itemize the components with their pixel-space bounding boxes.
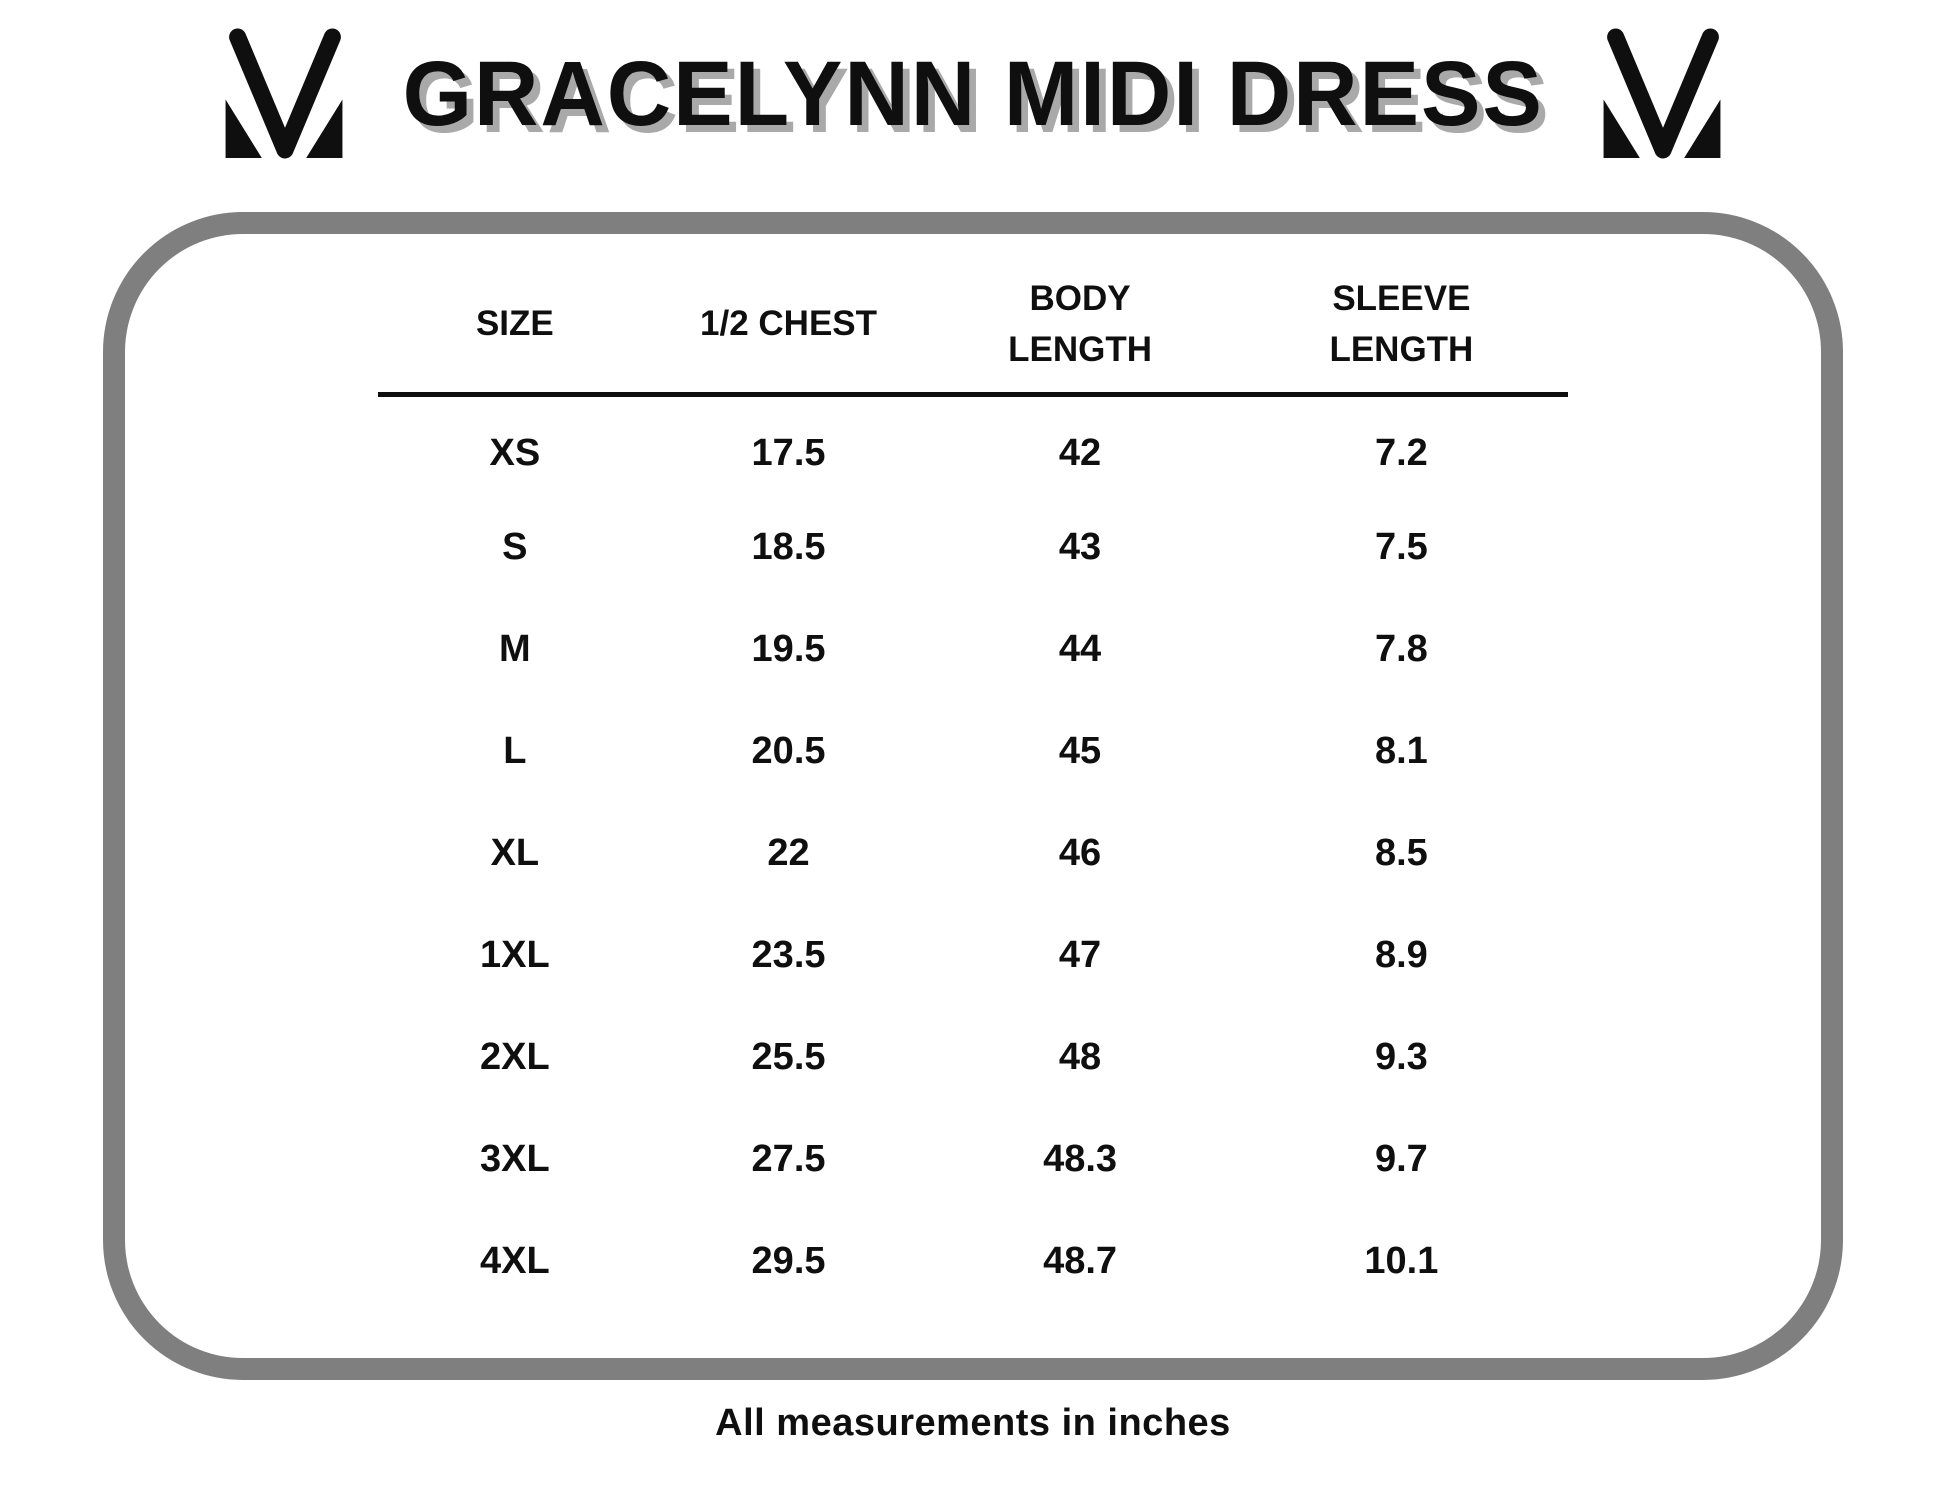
half-chest-cell: 19.5 bbox=[751, 627, 826, 670]
column-header-half-chest: 1/2 CHEST bbox=[651, 264, 926, 397]
footer-note: All measurements in inches bbox=[715, 1402, 1231, 1444]
body-length-cell: 47 bbox=[1058, 933, 1102, 976]
size-table: SIZE 1/2 CHEST BODY LENGTH SLEEVE LENGTH… bbox=[378, 264, 1568, 1312]
sleeve-length-cell: 9.7 bbox=[1374, 1137, 1428, 1180]
page-header: GRACELYNN MIDI DRESS bbox=[0, 22, 1946, 167]
size-cell: XL bbox=[490, 831, 540, 874]
body-length-cell: 45 bbox=[1058, 729, 1102, 772]
mv-logo-right-icon bbox=[1603, 28, 1721, 158]
size-chart-frame: SIZE 1/2 CHEST BODY LENGTH SLEEVE LENGTH… bbox=[103, 212, 1843, 1380]
size-table-body: XS 17.5 42 7.2 S 18.5 43 7.5 M 19.5 44 7… bbox=[378, 394, 1568, 1312]
body-length-cell: 46 bbox=[1058, 831, 1102, 874]
sleeve-length-cell: 9.3 bbox=[1374, 1035, 1428, 1078]
table-row: 4XL 29.5 48.7 10.1 bbox=[378, 1210, 1568, 1312]
size-chart-page: { "title": "GRACELYNN MIDI DRESS", "logo… bbox=[0, 22, 1946, 1503]
sleeve-length-cell: 10.1 bbox=[1364, 1239, 1439, 1282]
sleeve-length-cell: 8.9 bbox=[1374, 933, 1428, 976]
body-length-cell: 48.3 bbox=[1043, 1137, 1118, 1180]
table-row: S 18.5 43 7.5 bbox=[378, 496, 1568, 598]
body-length-cell: 43 bbox=[1058, 525, 1102, 568]
size-table-header: SIZE 1/2 CHEST BODY LENGTH SLEEVE LENGTH bbox=[378, 264, 1568, 397]
half-chest-cell: 29.5 bbox=[751, 1239, 826, 1282]
table-row: M 19.5 44 7.8 bbox=[378, 598, 1568, 700]
table-row: 1XL 23.5 47 8.9 bbox=[378, 904, 1568, 1006]
body-length-cell: 48 bbox=[1058, 1035, 1102, 1078]
half-chest-cell: 17.5 bbox=[751, 431, 826, 474]
table-row: L 20.5 45 8.1 bbox=[378, 700, 1568, 802]
half-chest-cell: 20.5 bbox=[751, 729, 826, 772]
column-header-size: SIZE bbox=[378, 264, 652, 397]
half-chest-cell: 18.5 bbox=[751, 525, 826, 568]
size-cell: L bbox=[503, 729, 527, 772]
body-length-cell: 42 bbox=[1058, 431, 1102, 474]
mv-logo-left-icon bbox=[225, 28, 343, 158]
body-length-cell: 48.7 bbox=[1043, 1239, 1118, 1282]
half-chest-cell: 22 bbox=[767, 831, 810, 874]
page-title: GRACELYNN MIDI DRESS bbox=[402, 43, 1544, 145]
half-chest-cell: 25.5 bbox=[751, 1035, 826, 1078]
sleeve-length-cell: 7.2 bbox=[1374, 431, 1428, 474]
size-cell: 2XL bbox=[479, 1035, 550, 1078]
column-header-sleeve-length: SLEEVE LENGTH bbox=[1234, 264, 1568, 397]
half-chest-cell: 27.5 bbox=[751, 1137, 826, 1180]
sleeve-length-cell: 7.5 bbox=[1374, 525, 1428, 568]
size-cell: 3XL bbox=[479, 1137, 550, 1180]
sleeve-length-cell: 8.5 bbox=[1374, 831, 1428, 874]
column-header-body-length: BODY LENGTH bbox=[925, 264, 1235, 397]
table-row: 3XL 27.5 48.3 9.7 bbox=[378, 1108, 1568, 1210]
sleeve-length-cell: 8.1 bbox=[1374, 729, 1428, 772]
size-cell: M bbox=[499, 627, 531, 670]
size-cell: XS bbox=[489, 431, 541, 474]
sleeve-length-cell: 7.8 bbox=[1374, 627, 1428, 670]
table-row: XL 22 46 8.5 bbox=[378, 802, 1568, 904]
body-length-cell: 44 bbox=[1058, 627, 1102, 670]
table-row: 2XL 25.5 48 9.3 bbox=[378, 1006, 1568, 1108]
half-chest-cell: 23.5 bbox=[751, 933, 826, 976]
size-cell: S bbox=[502, 525, 528, 568]
size-cell: 4XL bbox=[479, 1239, 550, 1282]
table-row: XS 17.5 42 7.2 bbox=[378, 394, 1568, 496]
size-cell: 1XL bbox=[479, 933, 550, 976]
